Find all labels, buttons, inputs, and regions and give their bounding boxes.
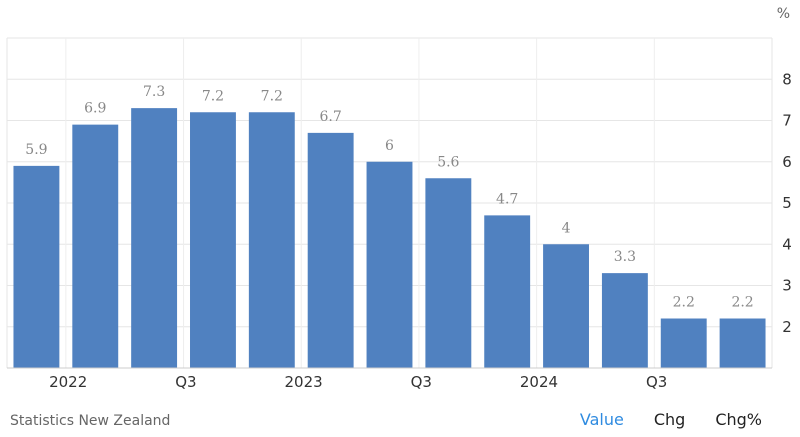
bar[interactable] bbox=[601, 273, 648, 368]
y-tick-label: 6 bbox=[782, 153, 792, 171]
tab-value[interactable]: Value bbox=[579, 410, 624, 429]
bar[interactable] bbox=[190, 112, 236, 368]
x-tick-label: 2022 bbox=[49, 373, 87, 391]
bar[interactable] bbox=[660, 318, 707, 369]
bar[interactable] bbox=[131, 108, 178, 368]
bar-value-label: 2.2 bbox=[731, 295, 753, 311]
view-tabs: Value Chg Chg% bbox=[580, 410, 762, 429]
unit-label: % bbox=[776, 6, 790, 22]
source-label[interactable]: Statistics New Zealand bbox=[10, 413, 171, 429]
bar[interactable] bbox=[307, 132, 354, 368]
bar[interactable] bbox=[719, 318, 766, 369]
bar-value-label: 5.9 bbox=[25, 142, 47, 158]
bar[interactable] bbox=[484, 215, 531, 368]
bar[interactable] bbox=[72, 124, 119, 368]
bar-value-label: 4.7 bbox=[496, 191, 518, 207]
x-tick-label: Q3 bbox=[646, 373, 667, 391]
bar[interactable] bbox=[366, 161, 413, 368]
bar-value-label: 6 bbox=[385, 138, 394, 154]
y-tick-label: 2 bbox=[782, 318, 792, 336]
bar-value-label: 3.3 bbox=[614, 249, 636, 265]
bar[interactable] bbox=[543, 244, 589, 368]
x-tick-label: 2023 bbox=[284, 373, 322, 391]
bar[interactable] bbox=[248, 112, 295, 368]
y-tick-label: 3 bbox=[782, 277, 792, 295]
bar-value-label: 6.9 bbox=[84, 101, 106, 117]
bar-value-label: 6.7 bbox=[320, 109, 342, 125]
x-tick-label: Q3 bbox=[175, 373, 196, 391]
bar-value-label: 7.2 bbox=[261, 88, 283, 104]
bar-value-label: 4 bbox=[562, 220, 571, 236]
bar-value-label: 7.2 bbox=[202, 88, 224, 104]
tab-chg[interactable]: Chg bbox=[653, 410, 686, 429]
bar[interactable] bbox=[13, 165, 60, 368]
y-tick-label: 8 bbox=[782, 70, 792, 88]
tab-chg-percent[interactable]: Chg% bbox=[715, 410, 762, 429]
bar-value-label: 5.6 bbox=[437, 154, 459, 170]
bar-chart: 5.9 6.9 7.3 7.2 7.2 6.7 6 5.6 4.7 4 3.3 2.2 2.2 2 3 4 5 6… bbox=[6, 37, 792, 391]
x-tick-label: Q3 bbox=[411, 373, 432, 391]
y-tick-label: 7 bbox=[782, 112, 792, 130]
bar-value-label: 7.3 bbox=[143, 84, 165, 100]
x-tick-label: 2024 bbox=[520, 373, 558, 391]
y-tick-label: 5 bbox=[782, 194, 792, 212]
bar-value-label: 2.2 bbox=[673, 295, 695, 311]
bar[interactable] bbox=[425, 178, 472, 368]
y-tick-label: 4 bbox=[782, 235, 792, 253]
